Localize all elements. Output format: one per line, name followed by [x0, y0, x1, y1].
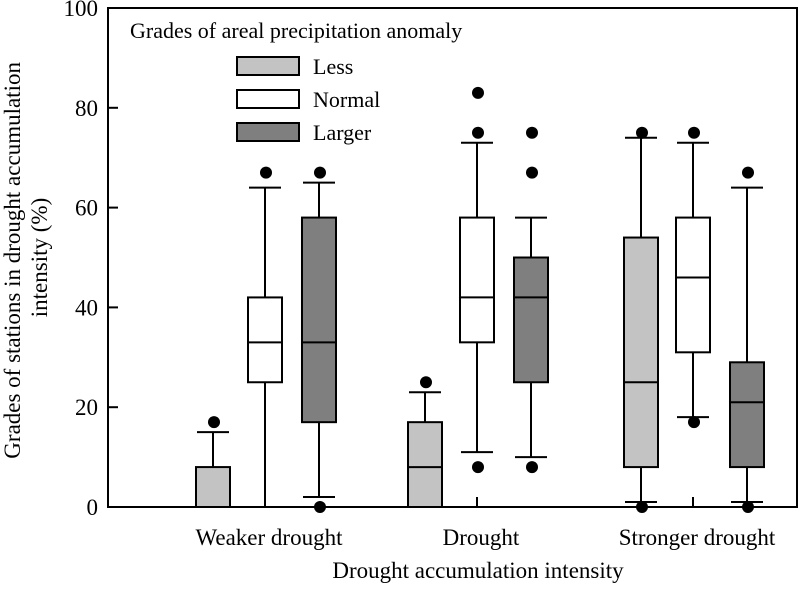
- outlier-point: [688, 126, 700, 139]
- outlier-point: [526, 166, 538, 179]
- box-iqr: [513, 256, 549, 384]
- legend-label-less: Less: [313, 54, 353, 79]
- box-larger-2: [513, 126, 549, 474]
- box-iqr: [623, 236, 659, 469]
- legend-title: Grades of areal precipitation anomaly: [130, 18, 462, 43]
- plot-frame: [107, 7, 798, 508]
- box-less-2: [407, 376, 443, 509]
- y-tick-label: 20: [75, 395, 98, 420]
- box-iqr: [675, 216, 711, 354]
- y-tick-label: 80: [75, 96, 98, 121]
- y-axis: 0 20 40 60 80 100: [64, 0, 118, 520]
- box-iqr: [459, 216, 495, 344]
- outlier-point: [742, 166, 754, 179]
- y-tick-label: 60: [75, 196, 98, 221]
- outlier-point: [420, 376, 432, 389]
- x-tick-label: Stronger drought: [619, 525, 776, 550]
- box-iqr: [195, 466, 231, 508]
- outlier-point: [472, 86, 484, 99]
- box-iqr: [407, 421, 443, 509]
- x-tick-label: Drought: [443, 525, 520, 550]
- box-iqr: [247, 296, 283, 384]
- box-iqr: [729, 361, 765, 469]
- legend-swatch-less: [236, 56, 300, 76]
- outlier-point: [314, 166, 326, 179]
- legend-label-larger: Larger: [313, 120, 372, 145]
- plot-content: [195, 86, 765, 513]
- x-axis-title: Drought accumulation intensity: [332, 558, 624, 583]
- box-iqr: [301, 216, 337, 424]
- x-axis: Weaker drought Drought Stronger drought: [196, 497, 776, 550]
- outlier-point: [208, 416, 220, 429]
- box-normal-2: [459, 86, 495, 474]
- legend: Grades of areal precipitation anomaly Le…: [130, 18, 462, 145]
- y-tick-label: 0: [87, 495, 99, 520]
- box-less-1: [195, 416, 231, 508]
- outlier-point: [636, 126, 648, 139]
- outlier-point: [526, 126, 538, 139]
- outlier-point: [526, 461, 538, 474]
- box-larger-3: [729, 166, 765, 513]
- outlier-point: [472, 126, 484, 139]
- outlier-point: [688, 416, 700, 429]
- y-axis-title-line-1: Grades of stations in drought accumulati…: [0, 62, 25, 459]
- outlier-point: [260, 166, 272, 179]
- y-axis-title: Grades of stations in drought accumulati…: [0, 56, 52, 458]
- legend-label-normal: Normal: [313, 87, 380, 112]
- box-larger-1: [301, 166, 337, 513]
- box-normal-3: [675, 126, 711, 429]
- y-tick-label: 40: [75, 295, 98, 320]
- box-normal-1: [247, 166, 283, 508]
- legend-swatch-normal: [236, 89, 300, 109]
- x-tick-label: Weaker drought: [196, 525, 344, 550]
- outlier-point: [472, 461, 484, 474]
- legend-swatch-larger: [236, 122, 300, 142]
- y-tick-label: 100: [64, 0, 99, 21]
- box-less-3: [623, 126, 659, 513]
- y-axis-title-line-2: intensity (%): [27, 198, 52, 317]
